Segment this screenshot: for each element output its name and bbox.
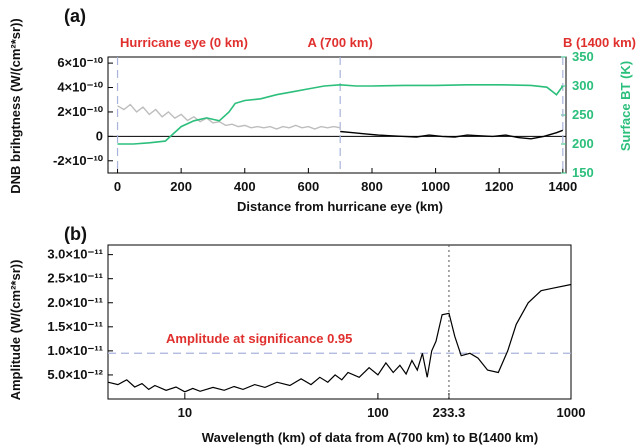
panel-b-ylabel: Amplitude (W/(cm²*sr)): [8, 260, 23, 401]
panel-a-plot: 0 200 400 600 800 1000 1200 1400 -2×10⁻¹⁰ 0 2×10⁻¹…: [53, 35, 636, 194]
y2-tick-label: 150: [572, 165, 594, 180]
x-tick-label: 1400: [548, 179, 577, 194]
panel-a-y2label: Surface BT (K): [618, 61, 633, 151]
amplitude-series: [107, 283, 572, 393]
significance-label: Amplitude at significance 0.95: [166, 331, 352, 346]
panel-a-xlabel: Distance from hurricane eye (km): [237, 199, 443, 214]
x-tick-label: 600: [298, 179, 320, 194]
x-tick-label: 800: [361, 179, 383, 194]
marker-label: B (1400 km): [563, 35, 636, 50]
y-tick-label: 2.0×10⁻¹¹: [47, 295, 103, 310]
x-tick-label: 1200: [485, 179, 514, 194]
y-tick-label: 2.5×10⁻¹¹: [47, 271, 103, 286]
x-tick-label: 1000: [557, 405, 586, 420]
y-tick-label: 4×10⁻¹⁰: [57, 80, 103, 95]
y-tick-label: 5.0×10⁻¹²: [47, 367, 103, 382]
x-tick-label: 10: [178, 405, 192, 420]
x-tick-label: 100: [367, 405, 389, 420]
y-tick-label: 0: [96, 128, 103, 143]
marker-label: A (700 km): [308, 35, 373, 50]
y-tick-label: 3.0×10⁻¹¹: [47, 247, 103, 262]
y-tick-label: 2×10⁻¹⁰: [57, 104, 103, 119]
x-tick-label: 1000: [421, 179, 450, 194]
dnb-series-near: [117, 103, 341, 130]
y2-tick-label: 250: [572, 107, 594, 122]
panel-b-xlabel: Wavelength (km) of data from A(700 km) t…: [202, 430, 538, 445]
panel-b-frame: [107, 244, 572, 400]
panel-b-plot: 10 100 233.3 1000 5.0×10⁻¹² 1.0×10⁻¹¹ 1.5×10⁻¹…: [47, 244, 586, 420]
x-tick-label: 233.3: [433, 405, 466, 420]
bt-series: [117, 83, 564, 145]
x-tick-label: 200: [170, 179, 192, 194]
y2-tick-label: 350: [572, 49, 594, 64]
panel-b-label: (b): [64, 224, 87, 244]
y-tick-label: 1.0×10⁻¹¹: [47, 343, 103, 358]
panel-a-frame: [107, 56, 567, 174]
y-tick-label: 6×10⁻¹⁰: [57, 55, 103, 70]
y2-tick-label: 300: [572, 78, 594, 93]
y2-tick-label: 200: [572, 136, 594, 151]
panel-a-ylabel: DNB brihgtness (W/(cm²*sr)): [8, 18, 23, 194]
x-tick-label: 0: [114, 179, 121, 194]
dnb-series-far: [340, 129, 564, 140]
y-tick-label: -2×10⁻¹⁰: [53, 153, 104, 168]
y-tick-label: 1.5×10⁻¹¹: [47, 319, 103, 334]
marker-label: Hurricane eye (0 km): [120, 35, 248, 50]
panel-a-label: (a): [64, 6, 86, 26]
x-tick-label: 400: [234, 179, 256, 194]
